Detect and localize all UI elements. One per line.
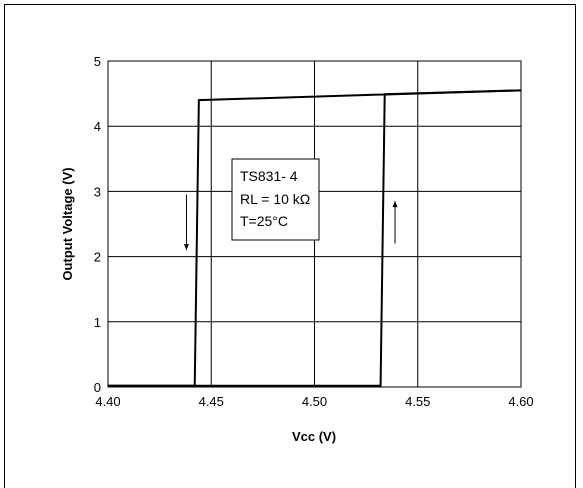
- x-ticks: 4.40 4.45 4.50 4.55 4.60: [95, 394, 533, 409]
- arrows-group: [183, 194, 398, 251]
- legend-line-2: RL = 10 kΩ: [240, 191, 310, 207]
- legend-box: TS831- 4 RL = 10 kΩ T=25°C: [231, 158, 320, 241]
- series-line-2: [108, 89, 522, 387]
- arrow-head: [183, 244, 189, 251]
- x-tick-label: 4.50: [302, 394, 327, 409]
- y-tick-label: 2: [94, 250, 101, 265]
- x-tick-label: 4.55: [405, 394, 430, 409]
- x-tick-label: 4.45: [199, 394, 224, 409]
- grid: [108, 61, 521, 387]
- legend-line-3: T=25°C: [240, 213, 288, 229]
- arrow-up: [392, 201, 398, 244]
- y-tick-label: 0: [94, 380, 101, 395]
- chart-frame: [4, 4, 576, 488]
- y-axis-label: Output Voltage (V): [60, 167, 75, 280]
- y-tick-label: 3: [94, 184, 101, 199]
- arrow-down: [183, 194, 189, 251]
- y-tick-label: 4: [94, 119, 101, 134]
- x-tick-label: 4.40: [95, 394, 120, 409]
- legend-box-border: [231, 158, 320, 241]
- x-axis-label: Vcc (V): [292, 429, 336, 444]
- y-tick-label: 1: [94, 315, 101, 330]
- legend-line-1: TS831- 4: [240, 168, 298, 184]
- x-tick-label: 4.60: [508, 394, 533, 409]
- series-group: [108, 89, 522, 387]
- y-ticks: 0 1 2 3 4 5: [94, 54, 101, 395]
- arrow-head: [392, 201, 398, 208]
- y-tick-label: 5: [94, 54, 101, 69]
